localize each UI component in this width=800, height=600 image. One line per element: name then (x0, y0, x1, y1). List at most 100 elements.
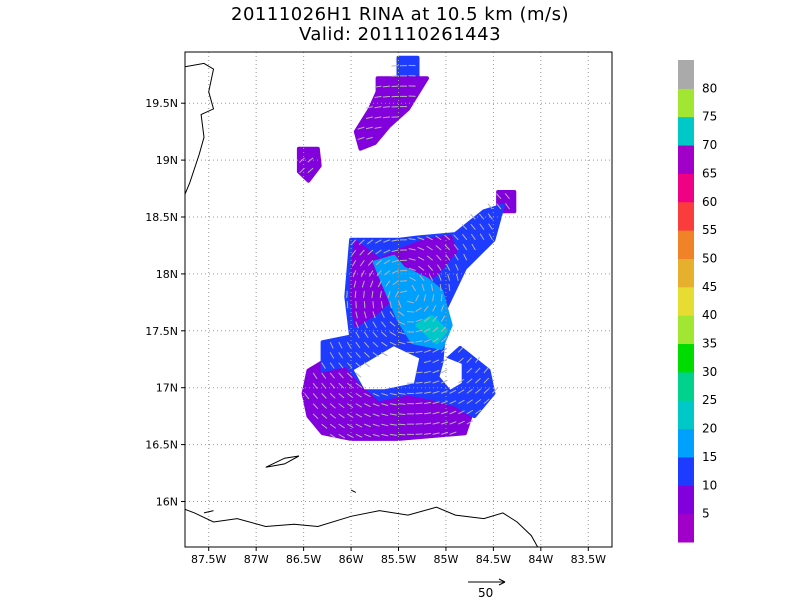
wind-vector (338, 372, 344, 379)
colorbar-label: 35 (702, 337, 717, 351)
wind-vector (346, 290, 348, 298)
wind-vector (457, 346, 464, 353)
wind-vector (454, 253, 459, 261)
wind-vector (435, 245, 442, 251)
x-tick-label: 83.5W (571, 553, 606, 566)
wind-vector (312, 393, 319, 400)
wind-vector (415, 392, 423, 394)
wind-vector (432, 348, 440, 353)
wind-vector (441, 411, 448, 415)
wind-vector (329, 372, 335, 379)
wind-vector (353, 280, 357, 288)
wind-vector (361, 280, 365, 288)
wind-vector (440, 326, 447, 333)
coastline (265, 455, 300, 468)
wind-vector (398, 321, 406, 326)
wind-vector (457, 378, 465, 384)
wind-vector (346, 362, 353, 369)
wind-vector (364, 362, 371, 368)
colorbar-segment (678, 60, 694, 89)
wind-vector (398, 403, 406, 405)
wind-vector (475, 399, 482, 405)
colorbar-label: 30 (702, 365, 717, 379)
chart-title: 20111026H1 RINA at 10.5 km (m/s) (231, 4, 569, 25)
wind-vector (432, 390, 440, 394)
colorbar-segment (678, 371, 694, 401)
wind-vector (466, 420, 474, 425)
wind-vector (492, 387, 498, 394)
wind-vector (415, 402, 423, 405)
wind-vector (423, 338, 431, 343)
wind-vector (441, 400, 448, 405)
wind-vector (355, 341, 361, 349)
wind-vector (426, 255, 433, 261)
wind-vector (415, 412, 423, 415)
wind-vector (426, 236, 433, 241)
wind-vector (424, 401, 432, 405)
y-tick-label: 18.5N (145, 211, 178, 224)
wind-vector (347, 423, 354, 429)
wind-vector (367, 249, 374, 256)
wind-vector (407, 310, 415, 313)
wind-vector (398, 413, 406, 416)
wind-vector (458, 389, 465, 394)
wind-vector (382, 116, 391, 119)
wind-vector (415, 381, 423, 384)
wind-vector (456, 273, 459, 281)
colorbar-label: 60 (702, 195, 717, 209)
y-tick-label: 16.5N (145, 439, 178, 452)
wind-vector (312, 382, 318, 390)
wind-vector (385, 280, 391, 287)
wind-vector (440, 315, 446, 322)
wind-vector (419, 275, 425, 282)
wind-vector (475, 388, 482, 394)
wind-vector (391, 249, 399, 253)
colorbar-label: 55 (702, 223, 717, 237)
wind-vector (432, 337, 439, 343)
wind-vector (408, 258, 416, 261)
wind-vector (444, 244, 451, 251)
wind-vector (411, 284, 417, 292)
colorbar-label: 25 (702, 393, 717, 407)
wind-vector (312, 413, 319, 420)
coastline (350, 489, 357, 493)
wind-vector (363, 331, 369, 339)
wind-vector (487, 203, 493, 210)
wind-vector (389, 321, 396, 327)
wind-vector (363, 352, 370, 358)
wind-vector (432, 401, 440, 405)
wind-vector (387, 290, 391, 298)
wind-vector (439, 283, 442, 292)
wind-vector (458, 410, 465, 415)
wind-vector (389, 423, 397, 426)
reference-vector-label: 50 (478, 586, 493, 600)
wind-vector (374, 106, 382, 109)
wind-vector (424, 381, 432, 384)
wind-vector (321, 393, 327, 399)
wind-vector (423, 305, 429, 312)
wind-vector (354, 290, 357, 298)
wind-vector (346, 403, 354, 408)
wind-vector (377, 280, 382, 288)
wind-vector (458, 420, 465, 425)
colorbar-segment (678, 258, 694, 288)
wind-vector (360, 270, 365, 277)
wind-vector (351, 249, 357, 256)
wind-vector (440, 358, 448, 364)
wind-vector (448, 283, 451, 292)
wind-vector (449, 389, 457, 394)
wind-vector (441, 390, 448, 394)
wind-vector (470, 223, 476, 230)
wind-vector (392, 280, 399, 286)
wind-vector (408, 267, 416, 271)
wind-vector (365, 116, 373, 119)
wind-vector (421, 284, 425, 292)
wind-vector (400, 290, 408, 293)
colorbar-legend: 5 10 15 20 25 30 35 40 45 50 55 60 65 70 75 80 (678, 60, 717, 543)
wind-vector (363, 341, 370, 348)
wind-vector (376, 270, 382, 277)
wind-vector (382, 106, 391, 108)
wind-vector (338, 403, 345, 409)
wind-vector (382, 95, 391, 98)
wind-vector (455, 263, 459, 271)
